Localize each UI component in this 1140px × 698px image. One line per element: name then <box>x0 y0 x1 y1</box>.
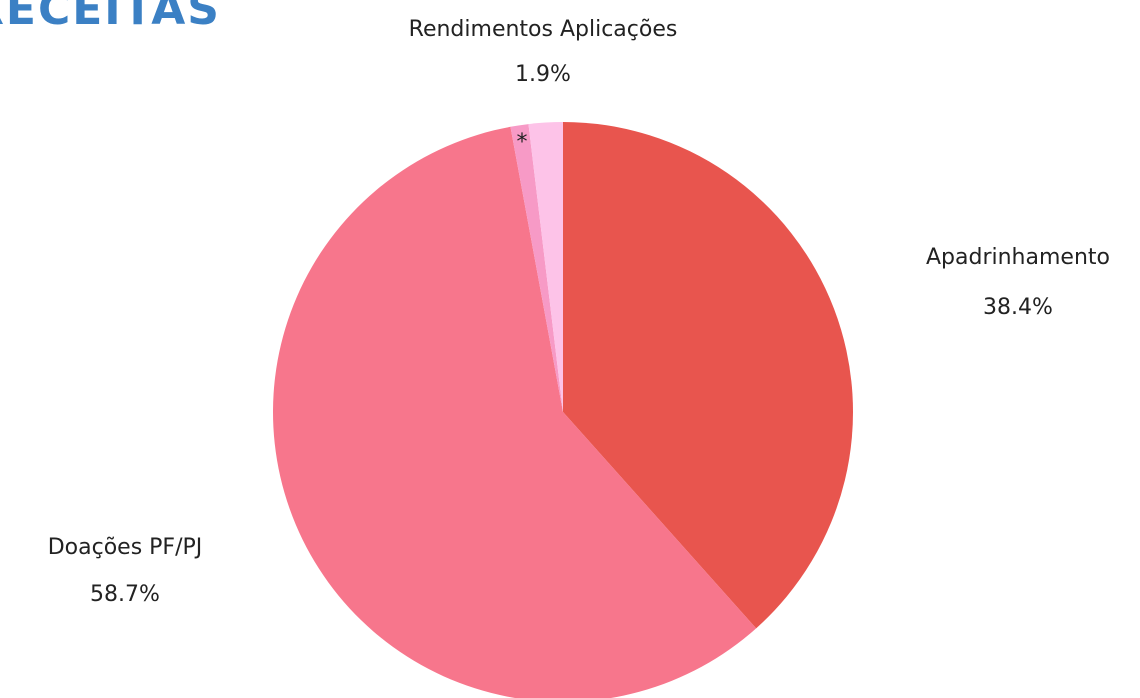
pie-slice <box>273 126 757 698</box>
slice-label: Rendimentos Aplicações <box>409 17 678 42</box>
value-label: 1.9% <box>515 62 571 87</box>
pie-slice <box>563 122 854 629</box>
slice-label: * <box>517 130 528 155</box>
pie-slice <box>528 122 563 412</box>
slice-label: Doações PF/PJ <box>48 535 203 560</box>
value-label: 58.7% <box>90 582 160 607</box>
chart-title: RECEITAS <box>0 0 221 35</box>
value-label: 38.4% <box>983 295 1053 320</box>
slice-label: Apadrinhamento <box>926 245 1110 270</box>
pie-slice <box>510 124 563 413</box>
